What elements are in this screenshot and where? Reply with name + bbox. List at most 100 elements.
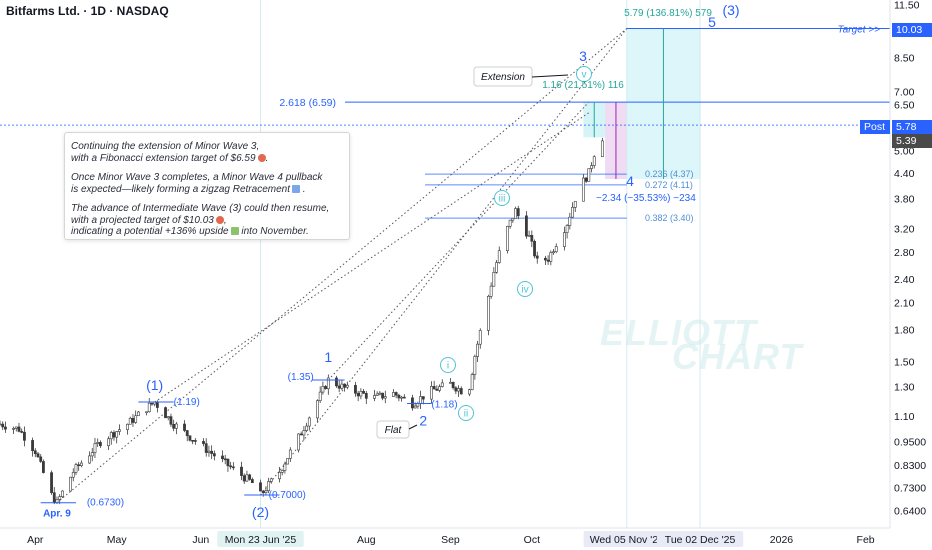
price-axis-tick: 0.8300 [894,460,926,472]
candle-body [305,425,309,431]
candle-body [278,472,281,480]
wave-iv-label: iv [521,285,528,296]
wave-3-gain-label: 1.16 (21.51%) 116 [542,80,624,91]
candle-body [302,430,306,436]
candle-body [136,411,140,417]
analysis-note[interactable]: Continuing the extension of Minor Wave 3… [64,132,350,240]
candle-body [134,415,138,423]
candle-body [183,423,186,431]
candle-body [497,250,501,263]
candle-body [562,232,566,247]
candle-body [419,396,422,404]
candle-body [55,499,59,503]
candle-body [50,472,53,493]
candle-body [394,392,398,396]
candle-body [147,402,151,413]
candle-body [98,442,102,447]
candle-body [36,453,40,458]
candle-body [39,456,43,462]
candle-body [74,464,78,473]
candle-body [581,177,585,202]
candle-body [470,374,474,391]
time-axis-tick: Oct [524,534,540,546]
wave-2-intermediate-label: (2) [252,504,269,520]
wave-i-label-circle [440,357,456,373]
candle-body [530,235,534,242]
candle-body [381,392,384,399]
candle-body [326,377,330,390]
wave-i-label: i [447,361,449,372]
flat-callout-box [376,420,410,439]
trend-channel-line [327,101,590,381]
last-price-tag: 5.39 [892,134,932,148]
candle-body [231,466,235,469]
candle-body [42,461,45,473]
candle-body [473,356,477,375]
candle-body [392,392,395,397]
wave-2-price: (1.18) [431,400,457,411]
candle-body [61,490,64,497]
candle-body [514,208,517,219]
candle-body [1,423,5,428]
candle-body [435,388,439,391]
wave-3-intermediate-label: (3) [722,2,739,18]
candle-body [421,396,425,400]
candle-body [245,474,249,482]
candle-body [335,377,338,387]
candle-body [58,496,62,500]
candle-body [440,382,444,387]
candle-body [411,397,414,409]
candle-body [533,240,536,257]
candle-body [269,478,273,482]
candle-body [527,235,531,237]
price-axis-tick: 0.9500 [894,437,926,449]
candle-body [207,450,211,453]
price-axis-tick: 3.20 [894,224,915,236]
target-price-tag: 10.03 [892,23,932,37]
wave-1-label: 1 [324,349,332,365]
candle-body [535,255,539,259]
fib-0236-label: 0.236 (4.37) [645,169,694,179]
trend-channel-line [154,112,590,403]
time-axis-tick: Aug [357,534,376,546]
candle-body [316,400,319,419]
candle-body [451,381,455,389]
trend-channel-line [56,28,628,504]
candle-body [413,405,417,409]
wave-iii-label-circle [494,190,510,206]
apr9-label: Apr. 9 [43,509,71,520]
price-axis-tick: 8.50 [894,52,915,64]
candle-body [457,388,460,392]
candle-body [90,452,94,457]
candle-body [223,458,227,461]
candle-body [172,424,176,429]
wave-2-intermediate-price: (0.7000) [269,490,306,501]
target-icon [215,215,224,224]
candle-body [375,393,379,396]
candle-body [571,207,574,218]
candle-body [93,443,97,453]
chart-header-title: Bitfarms Ltd. · 1D · NASDAQ [6,4,169,18]
candle-body [432,386,436,390]
candle-body [145,411,148,414]
target-label: Target >> [838,24,881,35]
candle-body [337,385,341,389]
candle-body [362,391,365,394]
candle-body [600,140,604,158]
wave-4-label: 4 [626,173,634,189]
flat-callout-label: Flat [385,425,403,436]
price-axis-tick: 11.50 [894,0,920,12]
candle-body [267,481,271,492]
candle-body [259,482,262,492]
extension-callout-label: Extension [481,72,525,83]
wave-5-gain-label: 5.79 (136.81%) 579 [624,8,712,19]
wave-1-price: (1.35) [288,372,314,383]
candle-body [495,262,498,273]
candle-body [568,216,572,226]
candle-body [17,426,21,432]
time-axis-tick: Jun [192,534,209,546]
candle-body [549,252,553,262]
wave-v-label: v [582,70,587,81]
candle-body [280,470,284,473]
